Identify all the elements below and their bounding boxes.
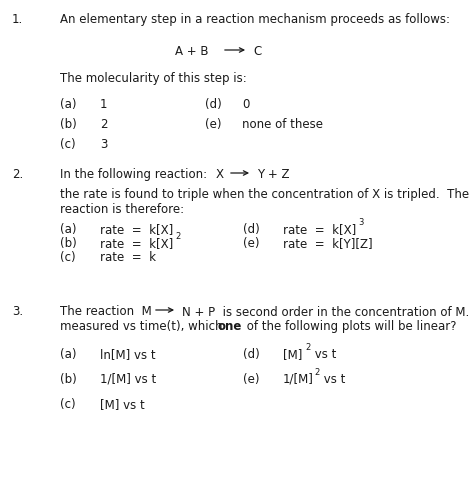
Text: one: one xyxy=(218,320,242,333)
Text: [M]: [M] xyxy=(283,348,302,361)
Text: 2: 2 xyxy=(100,118,108,131)
Text: X: X xyxy=(216,168,224,181)
Text: vs t: vs t xyxy=(320,373,346,386)
Text: 2: 2 xyxy=(305,343,310,352)
Text: (e): (e) xyxy=(243,237,259,250)
Text: none of these: none of these xyxy=(242,118,323,131)
Text: (b): (b) xyxy=(60,118,77,131)
Text: (d): (d) xyxy=(205,98,222,111)
Text: 2: 2 xyxy=(175,232,180,241)
Text: rate  =  k[X]: rate = k[X] xyxy=(100,223,173,236)
Text: (e): (e) xyxy=(205,118,221,131)
Text: 1/[M]: 1/[M] xyxy=(283,373,314,386)
Text: The molecularity of this step is:: The molecularity of this step is: xyxy=(60,72,247,85)
Text: 0: 0 xyxy=(242,98,249,111)
Text: (d): (d) xyxy=(243,348,260,361)
Text: rate  =  k: rate = k xyxy=(100,251,156,264)
Text: (e): (e) xyxy=(243,373,259,386)
Text: 3.: 3. xyxy=(12,305,23,318)
Text: 3: 3 xyxy=(358,218,364,227)
Text: (a): (a) xyxy=(60,98,76,111)
Text: the rate is found to triple when the concentration of X is tripled.  The rate la: the rate is found to triple when the con… xyxy=(60,188,474,201)
Text: C: C xyxy=(253,45,261,58)
Text: of the following plots will be linear?: of the following plots will be linear? xyxy=(243,320,456,333)
Text: 1.: 1. xyxy=(12,13,23,26)
Text: rate  =  k[Y][Z]: rate = k[Y][Z] xyxy=(283,237,373,250)
Text: In the following reaction:: In the following reaction: xyxy=(60,168,207,181)
Text: Y + Z: Y + Z xyxy=(257,168,290,181)
Text: (b): (b) xyxy=(60,237,77,250)
Text: measured vs time(t), which: measured vs time(t), which xyxy=(60,320,226,333)
Text: (c): (c) xyxy=(60,251,76,264)
Text: (b): (b) xyxy=(60,373,77,386)
Text: (c): (c) xyxy=(60,398,76,411)
Text: 1: 1 xyxy=(100,98,108,111)
Text: N + P  is second order in the concentration of M.  If [M] is: N + P is second order in the concentrati… xyxy=(182,305,474,318)
Text: vs t: vs t xyxy=(311,348,337,361)
Text: (a): (a) xyxy=(60,223,76,236)
Text: rate  =  k[X]: rate = k[X] xyxy=(100,237,173,250)
Text: A + B: A + B xyxy=(175,45,209,58)
Text: 3: 3 xyxy=(100,138,108,151)
Text: reaction is therefore:: reaction is therefore: xyxy=(60,203,184,216)
Text: rate  =  k[X]: rate = k[X] xyxy=(283,223,356,236)
Text: (c): (c) xyxy=(60,138,76,151)
Text: 2: 2 xyxy=(314,368,319,377)
Text: 2.: 2. xyxy=(12,168,23,181)
Text: (d): (d) xyxy=(243,223,260,236)
Text: 1/[M] vs t: 1/[M] vs t xyxy=(100,373,156,386)
Text: (a): (a) xyxy=(60,348,76,361)
Text: ln[M] vs t: ln[M] vs t xyxy=(100,348,155,361)
Text: An elementary step in a reaction mechanism proceeds as follows:: An elementary step in a reaction mechani… xyxy=(60,13,450,26)
Text: The reaction  M: The reaction M xyxy=(60,305,152,318)
Text: [M] vs t: [M] vs t xyxy=(100,398,145,411)
